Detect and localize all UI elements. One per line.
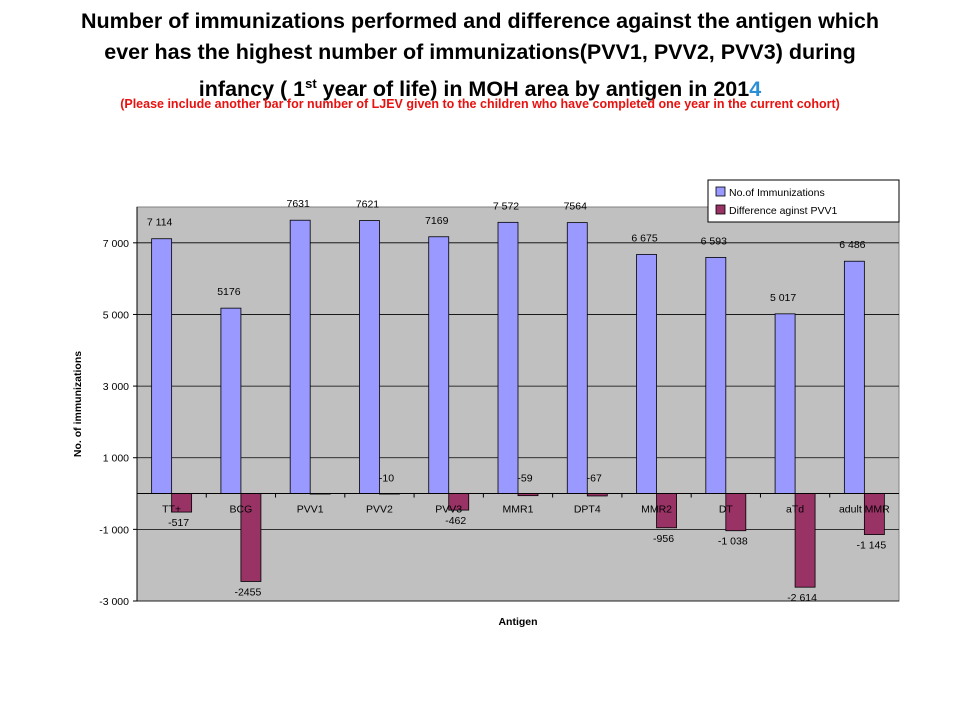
y-tick-label: 1 000 bbox=[103, 453, 129, 465]
legend-swatch bbox=[715, 204, 726, 215]
data-label: -67 bbox=[587, 473, 602, 485]
immunizations-bar bbox=[636, 254, 657, 494]
title-line-1: Number of immunizations performed and di… bbox=[81, 9, 879, 33]
immunizations-bar bbox=[428, 236, 450, 494]
x-tick-label: BCG bbox=[230, 504, 253, 516]
data-label: -59 bbox=[517, 473, 532, 485]
x-tick-label: DT bbox=[719, 504, 734, 516]
y-tick-label: -3 000 bbox=[99, 596, 129, 608]
data-label: -1 038 bbox=[718, 536, 748, 548]
data-label: -462 bbox=[445, 515, 466, 527]
immunizations-bar bbox=[705, 256, 727, 494]
immunizations-bar bbox=[843, 260, 865, 494]
x-tick-label: aTd bbox=[786, 504, 804, 516]
title-line-2: ever has the highest number of immunizat… bbox=[104, 40, 856, 64]
x-axis-title: Antigen bbox=[498, 616, 537, 628]
immunizations-bar bbox=[289, 219, 311, 494]
y-tick-label: 3 000 bbox=[103, 381, 129, 393]
x-tick-label: PVV1 bbox=[297, 504, 324, 516]
legend bbox=[707, 179, 900, 223]
data-label: -517 bbox=[168, 517, 189, 529]
immunizations-bar bbox=[497, 221, 519, 494]
legend-swatch bbox=[715, 186, 726, 197]
title-line-3: infancy ( 1st year of life) in MOH area … bbox=[0, 68, 960, 105]
x-tick-label: MMR2 bbox=[641, 504, 672, 516]
y-axis-title: No. of immunizations bbox=[72, 351, 84, 457]
data-label: 7631 bbox=[287, 198, 311, 210]
x-tick-label: MMR1 bbox=[503, 504, 534, 516]
y-tick-label: -1 000 bbox=[99, 524, 129, 536]
data-label: 6 486 bbox=[839, 239, 865, 251]
data-label: 5 017 bbox=[770, 292, 796, 304]
immunizations-bar bbox=[774, 313, 796, 494]
data-label: 5176 bbox=[217, 286, 241, 298]
y-tick-label: 7 000 bbox=[103, 238, 129, 250]
x-tick-label: PVV2 bbox=[366, 504, 393, 516]
y-tick-label: 5 000 bbox=[103, 309, 129, 321]
chart-title: Number of immunizations performed and di… bbox=[0, 6, 960, 105]
x-tick-label: TT+ bbox=[162, 504, 181, 516]
title-line-3-pre: infancy ( 1 bbox=[198, 77, 306, 102]
immunizations-bar bbox=[220, 307, 242, 494]
immunizations-bar bbox=[359, 220, 380, 494]
data-label: -956 bbox=[653, 533, 674, 545]
data-label: -2455 bbox=[234, 586, 261, 598]
chart-note: (Please include another bar for number o… bbox=[120, 97, 840, 111]
x-tick-label: DPT4 bbox=[574, 504, 601, 516]
x-tick-label: PVV3 bbox=[435, 504, 462, 516]
x-tick-label: adult MMR bbox=[839, 504, 890, 516]
data-label: 7169 bbox=[425, 215, 449, 227]
data-label: 7 114 bbox=[147, 217, 173, 229]
data-label: 7 572 bbox=[493, 200, 519, 212]
data-label: -2 614 bbox=[787, 592, 817, 604]
title-line-3-highlight: 4 bbox=[749, 77, 762, 102]
data-label: -10 bbox=[379, 473, 394, 485]
immunizations-bar bbox=[151, 238, 173, 494]
title-line-3-sup: st bbox=[305, 76, 317, 91]
legend-label: No.of Immunizations bbox=[729, 187, 825, 199]
title-line-3-mid: year of life) in MOH area by antigen in … bbox=[316, 77, 750, 102]
data-label: 6 593 bbox=[701, 235, 727, 247]
data-label: 7564 bbox=[564, 201, 588, 213]
immunizations-bar bbox=[566, 222, 588, 494]
data-label: 6 675 bbox=[631, 232, 657, 244]
data-label: -1 145 bbox=[856, 540, 886, 552]
legend-label: Difference aginst PVV1 bbox=[729, 205, 838, 217]
data-label: 7621 bbox=[356, 199, 380, 211]
